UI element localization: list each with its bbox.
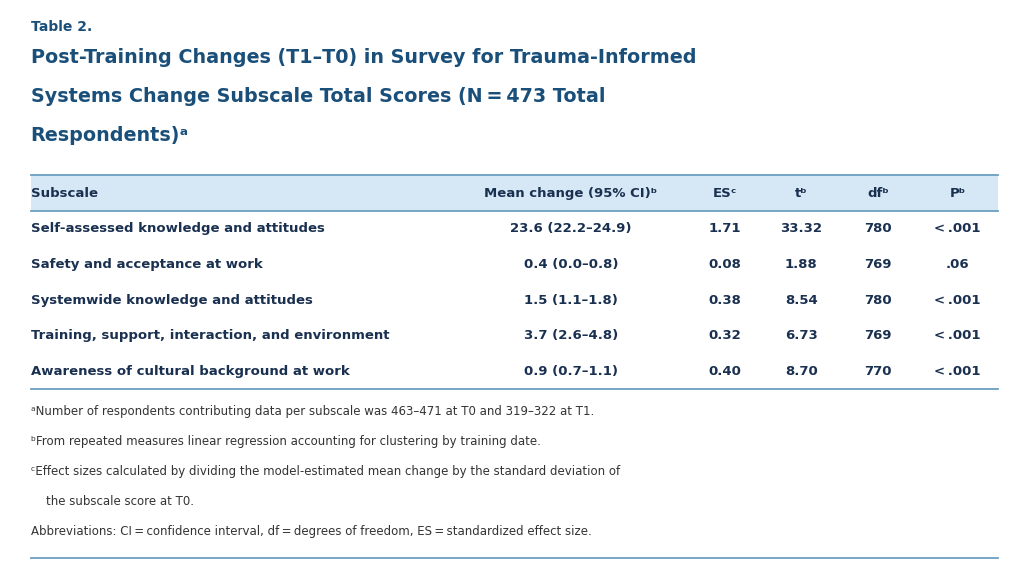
- Text: 1.88: 1.88: [785, 258, 817, 271]
- Text: .06: .06: [945, 258, 970, 271]
- Text: 769: 769: [864, 258, 892, 271]
- Text: Subscale: Subscale: [31, 187, 97, 200]
- Text: < .001: < .001: [934, 223, 981, 235]
- Text: Abbreviations: CI = confidence interval, df = degrees of freedom, ES = standardi: Abbreviations: CI = confidence interval,…: [31, 525, 592, 538]
- Text: 770: 770: [864, 365, 892, 378]
- Text: 0.08: 0.08: [708, 258, 741, 271]
- Text: Awareness of cultural background at work: Awareness of cultural background at work: [31, 365, 349, 378]
- Text: < .001: < .001: [934, 294, 981, 306]
- Text: 33.32: 33.32: [780, 223, 822, 235]
- Text: 0.9 (0.7–1.1): 0.9 (0.7–1.1): [524, 365, 617, 378]
- Text: ᵃNumber of respondents contributing data per subscale was 463–471 at T0 and 319–: ᵃNumber of respondents contributing data…: [31, 405, 594, 419]
- Text: 0.38: 0.38: [708, 294, 741, 306]
- Text: ᵇFrom repeated measures linear regression accounting for clustering by training : ᵇFrom repeated measures linear regressio…: [31, 435, 541, 448]
- Text: Pᵇ: Pᵇ: [949, 187, 966, 200]
- Text: 6.73: 6.73: [785, 329, 817, 342]
- Text: 1.5 (1.1–1.8): 1.5 (1.1–1.8): [524, 294, 617, 306]
- Bar: [31, 175, 998, 211]
- Text: Systems Change Subscale Total Scores (N = 473 Total: Systems Change Subscale Total Scores (N …: [31, 87, 605, 106]
- Text: Respondents)ᵃ: Respondents)ᵃ: [31, 126, 188, 145]
- Text: Training, support, interaction, and environment: Training, support, interaction, and envi…: [31, 329, 389, 342]
- Text: tᵇ: tᵇ: [795, 187, 808, 200]
- Text: 3.7 (2.6–4.8): 3.7 (2.6–4.8): [523, 329, 618, 342]
- Text: < .001: < .001: [934, 329, 981, 342]
- Text: ESᶜ: ESᶜ: [713, 187, 736, 200]
- Text: 0.32: 0.32: [709, 329, 740, 342]
- Text: 8.70: 8.70: [785, 365, 817, 378]
- Text: 23.6 (22.2–24.9): 23.6 (22.2–24.9): [510, 223, 632, 235]
- Text: Post-Training Changes (T1–T0) in Survey for Trauma-Informed: Post-Training Changes (T1–T0) in Survey …: [31, 48, 696, 67]
- Text: Self-assessed knowledge and attitudes: Self-assessed knowledge and attitudes: [31, 223, 325, 235]
- Text: Mean change (95% CI)ᵇ: Mean change (95% CI)ᵇ: [484, 187, 657, 200]
- Text: 769: 769: [864, 329, 892, 342]
- Text: < .001: < .001: [934, 365, 981, 378]
- Text: Safety and acceptance at work: Safety and acceptance at work: [31, 258, 262, 271]
- Text: 1.71: 1.71: [709, 223, 740, 235]
- Text: ᶜEffect sizes calculated by dividing the model-estimated mean change by the stan: ᶜEffect sizes calculated by dividing the…: [31, 465, 620, 478]
- Text: dfᵇ: dfᵇ: [867, 187, 889, 200]
- Text: 0.40: 0.40: [708, 365, 741, 378]
- Text: Systemwide knowledge and attitudes: Systemwide knowledge and attitudes: [31, 294, 312, 306]
- Text: the subscale score at T0.: the subscale score at T0.: [31, 495, 194, 508]
- Text: 0.4 (0.0–0.8): 0.4 (0.0–0.8): [523, 258, 618, 271]
- Text: 8.54: 8.54: [785, 294, 817, 306]
- Text: 780: 780: [864, 294, 892, 306]
- Text: 780: 780: [864, 223, 892, 235]
- Text: Table 2.: Table 2.: [31, 20, 92, 34]
